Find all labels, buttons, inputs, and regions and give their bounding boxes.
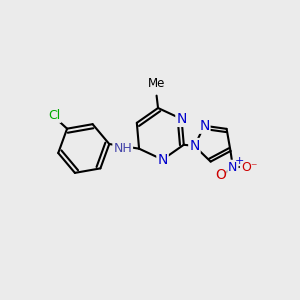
Text: N: N	[176, 112, 187, 126]
Text: Me: Me	[148, 77, 165, 90]
Text: N: N	[158, 153, 168, 166]
Text: N: N	[228, 161, 238, 174]
Text: +: +	[235, 156, 244, 166]
Text: O⁻: O⁻	[241, 161, 257, 174]
Text: Cl: Cl	[48, 109, 61, 122]
Text: N: N	[189, 139, 200, 153]
Text: N: N	[199, 119, 209, 133]
Text: NH: NH	[113, 142, 132, 155]
Text: O: O	[215, 169, 226, 182]
